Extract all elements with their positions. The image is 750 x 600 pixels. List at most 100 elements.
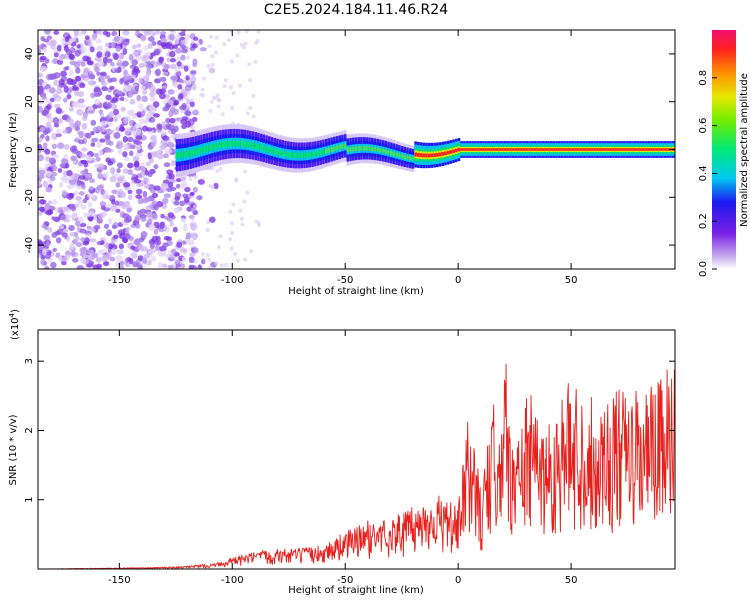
noise-cell — [71, 100, 79, 108]
noise-cell — [47, 209, 54, 215]
colorbar-ticks: 0.0 0.2 0.4 0.6 0.8 — [698, 70, 717, 277]
noise-cell — [192, 43, 198, 49]
noise-cell — [113, 131, 121, 139]
noise-cell — [122, 48, 128, 56]
noise-cell — [45, 186, 53, 193]
noise-cell — [147, 249, 155, 255]
noise-cell — [81, 30, 87, 35]
noise-cell — [186, 55, 191, 60]
noise-cell — [73, 30, 79, 37]
noise-cell — [51, 39, 57, 47]
signal-cell — [568, 148, 572, 151]
noise-cell — [145, 63, 153, 70]
signal-cell — [419, 153, 423, 158]
noise-cell — [85, 154, 92, 161]
noise-cell — [167, 89, 175, 95]
noise-cell — [158, 92, 166, 100]
noise-cell — [122, 117, 129, 125]
noise-cell — [205, 220, 210, 225]
noise-cell — [66, 169, 73, 177]
noise-cell — [193, 36, 199, 41]
noise-cell — [118, 264, 125, 269]
noise-cell — [39, 55, 47, 61]
noise-cell — [256, 30, 261, 34]
noise-cell — [146, 127, 153, 132]
noise-cell — [205, 252, 210, 257]
noise-cell — [122, 151, 128, 158]
noise-cell — [144, 30, 152, 34]
noise-cell — [72, 190, 79, 196]
noise-cell — [90, 119, 97, 126]
noise-cell — [52, 247, 58, 253]
noise-cell — [105, 147, 112, 153]
noise-cell — [70, 214, 76, 220]
snr-frame — [37, 329, 676, 570]
noise-cell — [193, 175, 198, 180]
noise-cell — [143, 177, 149, 183]
noise-cell — [180, 79, 185, 84]
noise-cell — [74, 75, 82, 82]
noise-cell — [237, 83, 242, 88]
noise-cell — [153, 164, 159, 170]
colorbar-tick-label: 0.4 — [698, 165, 709, 181]
signal-cell — [354, 146, 358, 152]
signal-cell — [240, 140, 244, 147]
noise-cell — [135, 49, 143, 54]
noise-cell — [119, 260, 125, 266]
noise-cell — [63, 85, 69, 93]
noise-cell — [210, 166, 215, 171]
noise-cell — [185, 75, 190, 81]
noise-cell — [214, 261, 219, 266]
signal-cell — [498, 148, 501, 151]
signal-cell — [183, 151, 187, 158]
noise-cell — [107, 78, 113, 83]
noise-cell — [108, 243, 113, 249]
noise-cell — [214, 35, 219, 40]
noise-cell — [169, 220, 174, 227]
noise-cell — [240, 222, 245, 227]
noise-cell — [159, 31, 167, 36]
noise-cell — [178, 266, 183, 269]
signal-cell — [612, 148, 615, 151]
y-tick-label: 40 — [24, 48, 35, 61]
figure-title: C2E5.2024.184.11.46.R24 — [264, 2, 448, 18]
spectrogram-x-label: Height of straight line (km) — [288, 286, 424, 297]
signal-cell — [465, 148, 469, 151]
noise-cell — [180, 184, 186, 190]
noise-cell — [118, 141, 124, 149]
noise-cell — [45, 170, 52, 177]
noise-cell — [128, 54, 134, 61]
noise-cell — [85, 132, 92, 139]
noise-cell — [74, 220, 81, 227]
noise-cell — [208, 265, 213, 269]
noise-cell — [158, 77, 166, 82]
noise-cell — [192, 186, 199, 193]
signal-cell — [351, 146, 355, 152]
noise-cell — [157, 40, 163, 46]
signal-cell — [316, 150, 320, 156]
noise-cell — [152, 113, 160, 118]
signal-cell — [194, 148, 198, 155]
noise-cell — [156, 153, 165, 160]
signal-cell — [511, 148, 515, 151]
noise-cell — [175, 47, 183, 54]
noise-cell — [102, 172, 109, 179]
noise-cell — [140, 162, 146, 168]
signal-cell — [582, 148, 585, 151]
noise-cell — [144, 51, 152, 57]
noise-cell — [49, 97, 56, 103]
noise-cell — [201, 93, 206, 98]
signal-cell — [202, 146, 206, 153]
noise-cell — [147, 36, 155, 42]
noise-cell — [88, 185, 94, 191]
signal-cell — [230, 140, 233, 147]
x-tick-label: 50 — [565, 275, 578, 286]
noise-cell — [133, 139, 141, 145]
noise-cell — [49, 87, 56, 94]
snr-y-label: SNR (10 * v/v) — [8, 414, 19, 485]
signal-cell — [454, 148, 458, 153]
noise-cell — [169, 50, 176, 58]
noise-cell — [244, 30, 249, 34]
noise-cell — [109, 256, 116, 262]
noise-cell — [84, 35, 90, 40]
